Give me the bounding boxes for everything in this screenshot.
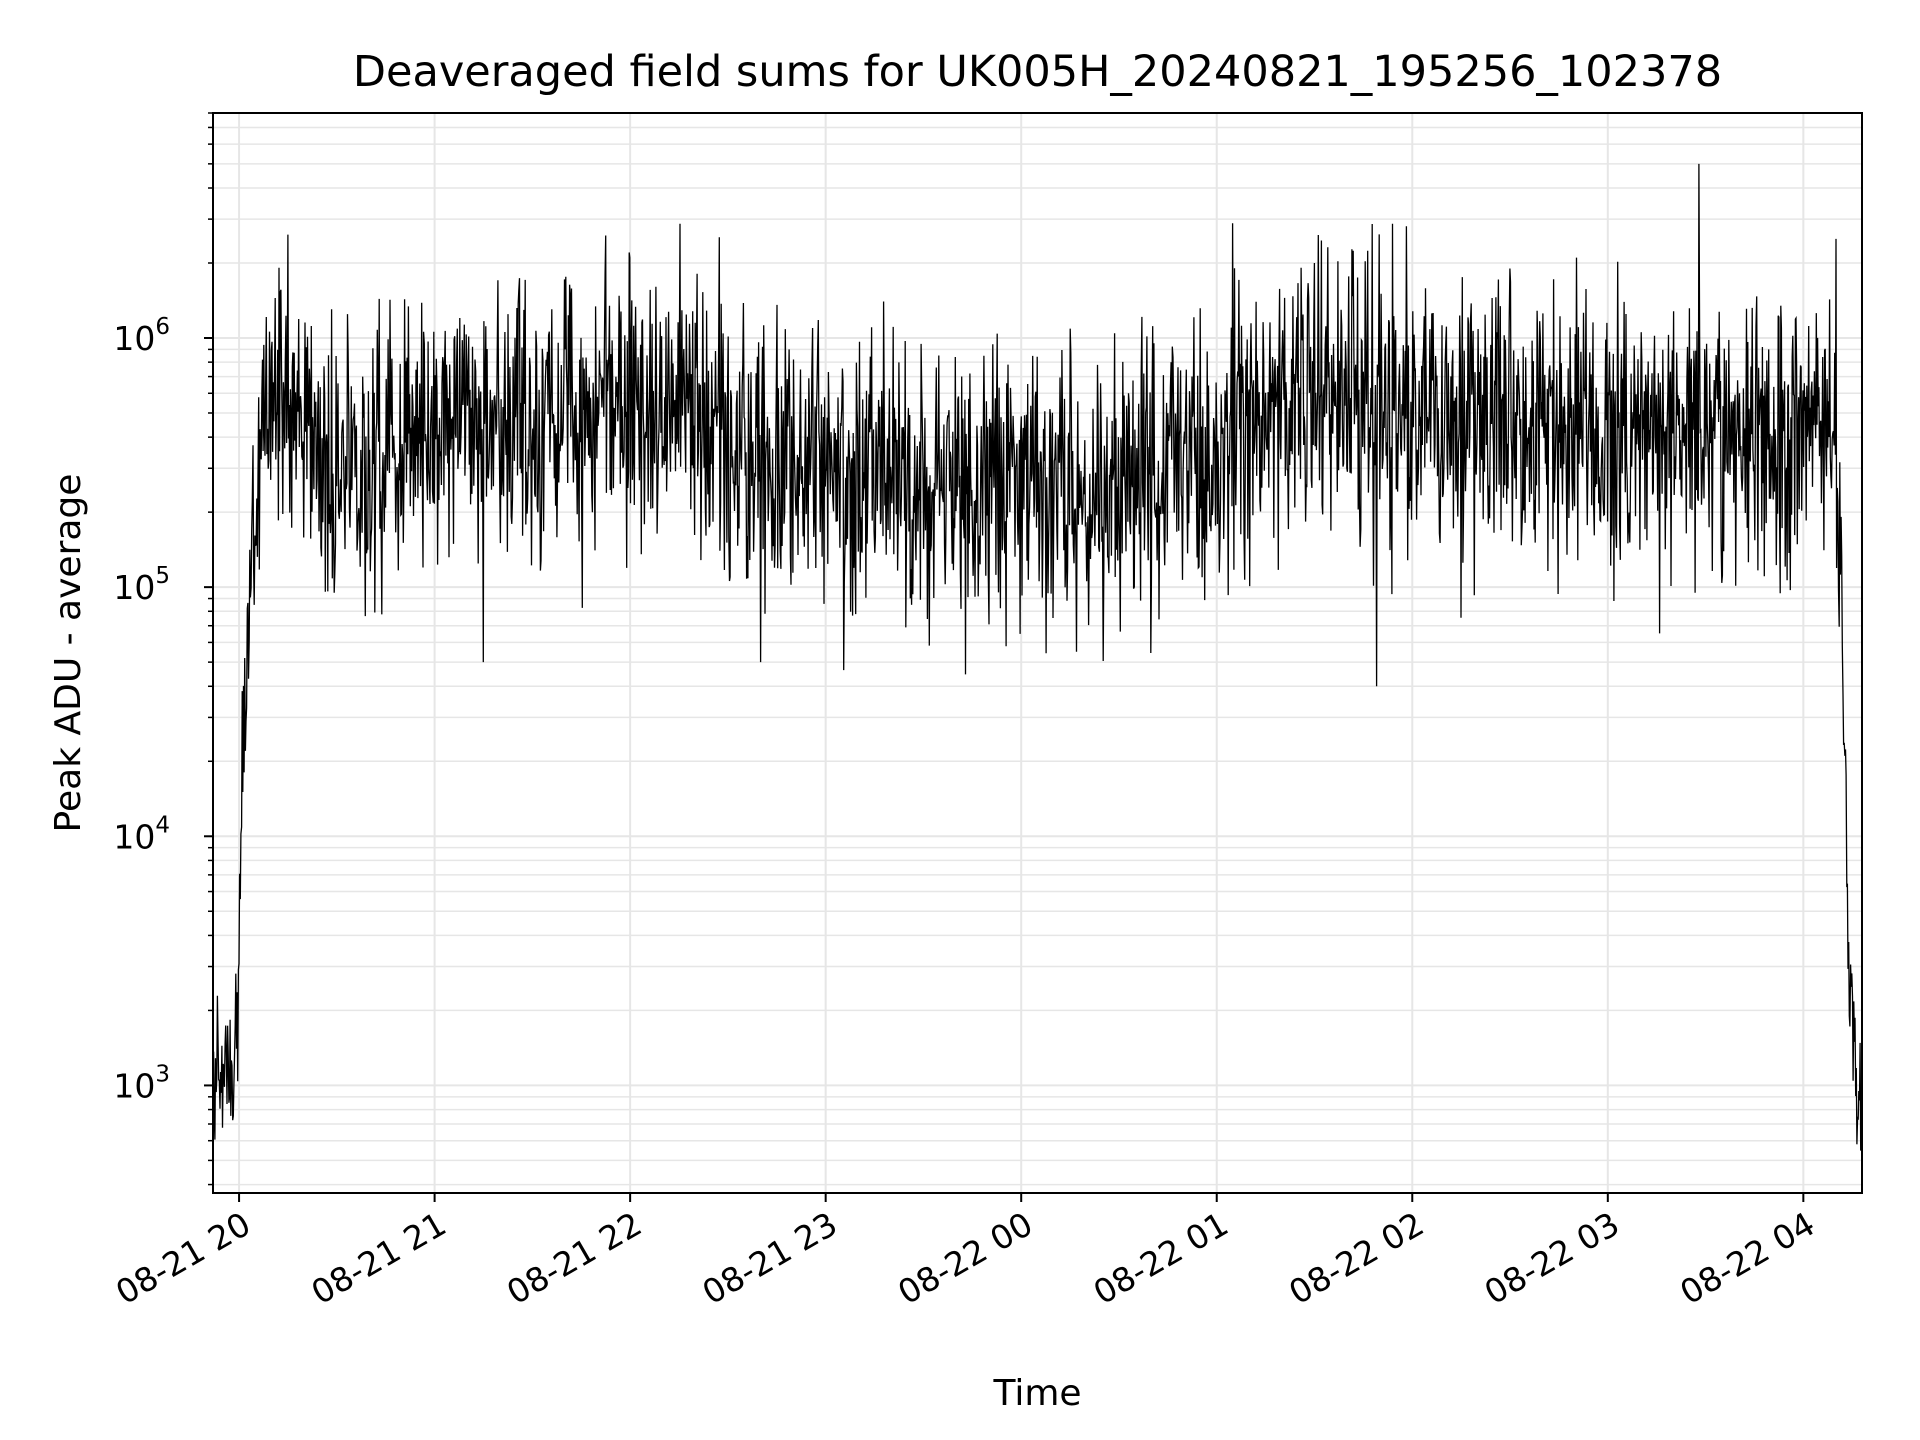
y-tick-label: 104 — [113, 812, 170, 856]
y-axis-label: Peak ADU - average — [48, 474, 89, 833]
chart-title: Deaveraged field sums for UK005H_2024082… — [353, 47, 1722, 97]
y-tick-label: 106 — [113, 314, 170, 358]
grid-layer — [213, 112, 1862, 1193]
y-tick-base: 10 — [113, 1066, 155, 1105]
y-tick-exponent: 6 — [155, 314, 170, 340]
series-line — [213, 163, 1862, 1151]
y-tick-base: 10 — [113, 319, 155, 358]
y-tick-label: 105 — [113, 563, 170, 607]
plot-frame — [212, 112, 1863, 1194]
data-layer — [213, 163, 1862, 1151]
y-tick-base: 10 — [113, 568, 155, 607]
y-tick-label: 103 — [113, 1061, 170, 1105]
y-tick-exponent: 4 — [155, 812, 170, 838]
y-tick-exponent: 5 — [155, 563, 170, 589]
x-axis-label: Time — [992, 1373, 1081, 1414]
y-tick-base: 10 — [113, 817, 155, 856]
y-tick-exponent: 3 — [155, 1061, 170, 1087]
